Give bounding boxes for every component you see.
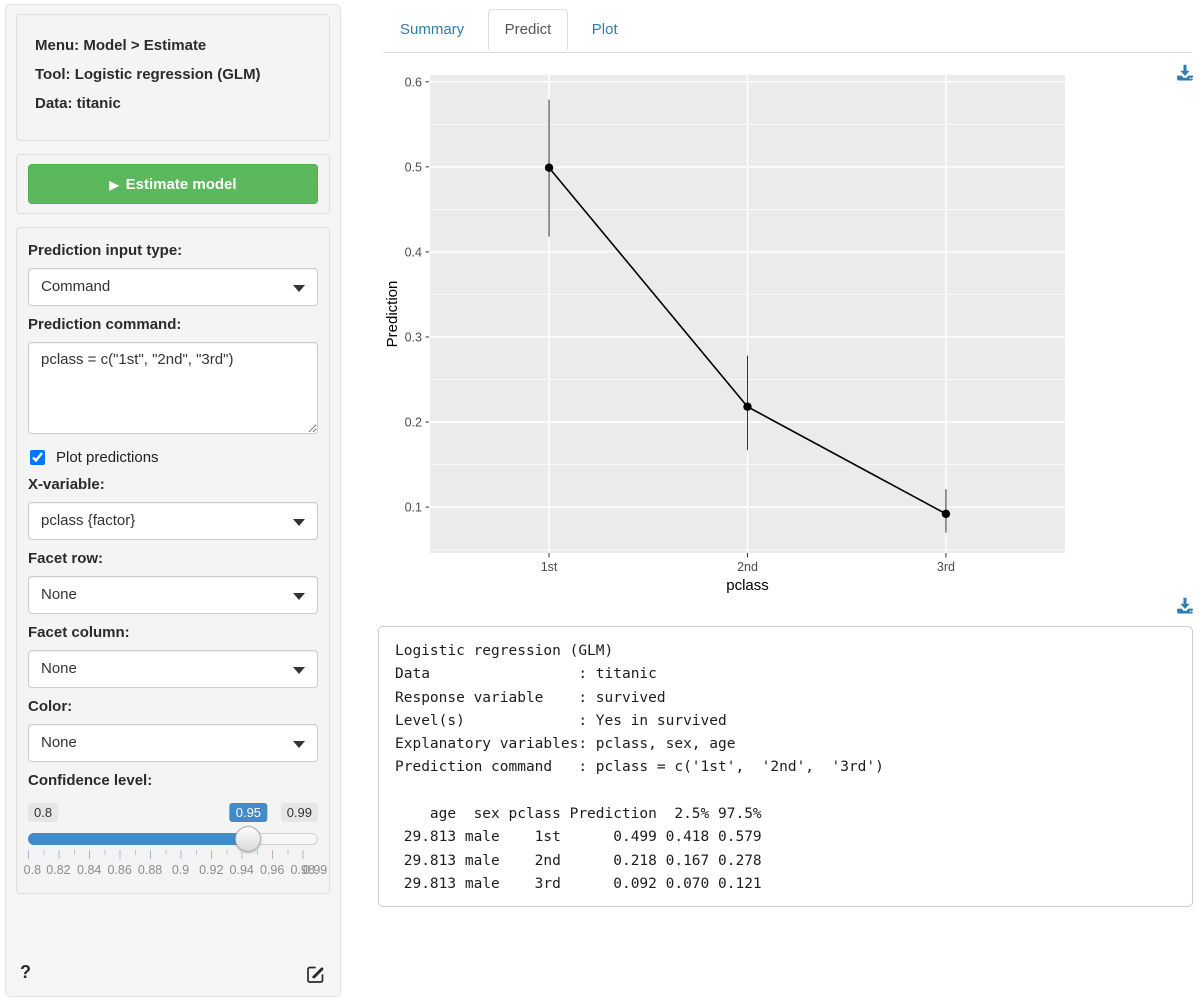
play-icon: ▶ — [109, 177, 119, 192]
chevron-down-icon — [293, 667, 305, 674]
svg-text:2nd: 2nd — [737, 560, 758, 574]
tab-plot[interactable]: Plot — [591, 21, 618, 38]
svg-text:0.5: 0.5 — [405, 160, 422, 174]
menu-breadcrumb: Menu: Model > Estimate — [35, 37, 207, 54]
slider-tick-labels: 0.8 0.82 0.84 0.86 0.88 0.9 0.92 0.94 0.… — [23, 863, 328, 877]
svg-text:0.6: 0.6 — [405, 75, 422, 89]
color-select[interactable]: None — [28, 724, 318, 762]
sidebar: Menu: Model > Estimate Tool: Logistic re… — [5, 4, 341, 997]
edit-report-icon[interactable] — [306, 964, 326, 989]
chevron-down-icon — [293, 741, 305, 748]
help-button[interactable]: ? — [20, 962, 31, 982]
tab-summary[interactable]: Summary — [400, 21, 465, 38]
svg-text:pclass: pclass — [726, 577, 769, 594]
confidence-level-label: Confidence level: — [28, 772, 153, 789]
x-variable-select[interactable]: pclass {factor} — [28, 502, 318, 540]
prediction-plot: 0.1 0.2 0.3 0.4 0.5 0.6 1st 2nd 3rd pclass Predict… — [385, 75, 1065, 594]
chevron-down-icon — [293, 285, 305, 292]
slider-tick-grid-major — [28, 850, 318, 859]
facet-row-label: Facet row: — [28, 550, 104, 567]
svg-text:0.3: 0.3 — [405, 330, 422, 344]
facet-column-label: Facet column: — [28, 624, 130, 641]
download-plot-icon[interactable] — [1176, 64, 1194, 82]
slider-handle[interactable] — [235, 826, 262, 852]
svg-text:0.4: 0.4 — [405, 245, 422, 259]
confidence-level-slider[interactable]: 0.8 0.95 0.99 0.8 0.82 0.84 0.86 0.88 0.… — [23, 803, 328, 877]
facet-row-select[interactable]: None — [28, 576, 318, 614]
x-variable-label: X-variable: — [28, 476, 105, 493]
estimate-well: ▶ Estimate model — [16, 154, 330, 214]
tool-name: Tool: Logistic regression (GLM) — [35, 66, 261, 83]
prediction-input-type-label: Prediction input type: — [28, 242, 183, 259]
facet-column-select[interactable]: None — [28, 650, 318, 688]
plot-predictions-checkbox[interactable] — [30, 450, 45, 465]
slider-fill — [28, 833, 249, 845]
color-label: Color: — [28, 698, 73, 715]
chevron-down-icon — [293, 519, 305, 526]
dataset-name: Data: titanic — [35, 95, 121, 112]
svg-text:3rd: 3rd — [937, 560, 955, 574]
model-info-panel: Menu: Model > Estimate Tool: Logistic re… — [16, 14, 330, 141]
plot-predictions-label[interactable]: Plot predictions — [56, 449, 159, 466]
prediction-input-type-select[interactable]: Command — [28, 268, 318, 306]
prediction-form: Prediction input type: Command Predictio… — [16, 227, 330, 894]
slider-min-badge: 0.8 — [28, 803, 59, 822]
prediction-output-panel: Logistic regression (GLM) Data : titanic… — [378, 626, 1193, 907]
prediction-command-label: Prediction command: — [28, 316, 182, 333]
svg-text:0.2: 0.2 — [405, 416, 422, 430]
chevron-down-icon — [293, 593, 305, 600]
slider-value-badge: 0.95 — [229, 803, 268, 822]
main-panel: Summary Predict Plot 0.1 0.2 0.3 0.4 0.5 0.6 1… — [378, 0, 1199, 1003]
svg-text:0.1: 0.1 — [405, 501, 422, 515]
tab-predict[interactable]: Predict — [487, 9, 569, 50]
prediction-command-input[interactable]: pclass = c("1st", "2nd", "3rd") — [28, 342, 318, 434]
download-predictions-icon[interactable] — [1176, 597, 1194, 615]
svg-text:Prediction: Prediction — [385, 281, 401, 348]
estimate-model-button[interactable]: ▶ Estimate model — [28, 164, 318, 204]
prediction-output-text: Logistic regression (GLM) Data : titanic… — [395, 643, 884, 892]
svg-text:1st: 1st — [541, 560, 558, 574]
tab-bar: Summary Predict Plot — [383, 8, 1192, 53]
slider-max-badge: 0.99 — [280, 803, 318, 822]
